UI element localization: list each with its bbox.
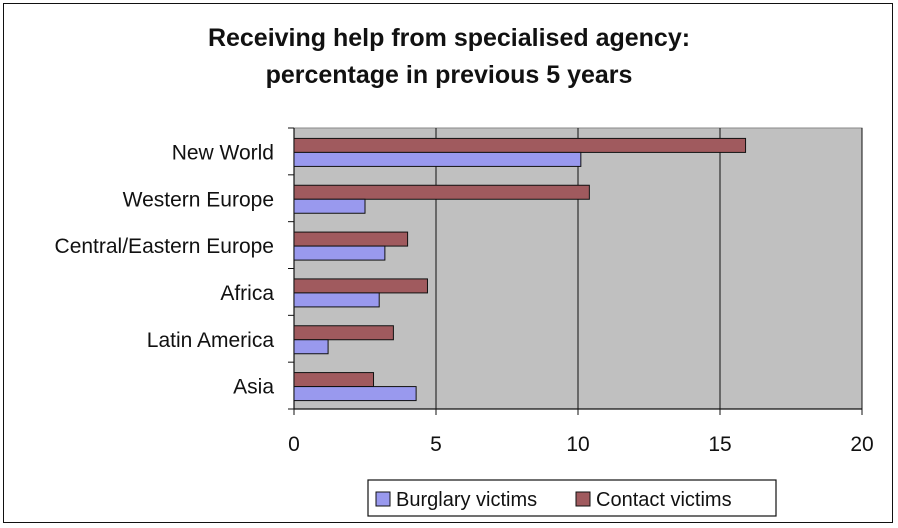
x-tick-label-0: 0 (288, 433, 300, 456)
bar-burglary-victims-latin-america (293, 339, 329, 355)
x-tick-label-10: 10 (566, 433, 589, 456)
bar-burglary-victims-central-eastern-europe (293, 245, 386, 261)
legend-box (367, 479, 777, 517)
bar-burglary-victims-new-world (293, 151, 582, 167)
legend-label: Contact victims (596, 489, 732, 511)
x-tick-label-20: 20 (850, 433, 873, 456)
bar-burglary-victims-western-europe (293, 198, 366, 214)
x-tick-label-5: 5 (430, 433, 442, 456)
x-tick-label-15: 15 (708, 433, 731, 456)
category-label: Asia (233, 376, 274, 399)
chart-title: Receiving help from specialised agency: … (0, 20, 898, 94)
bar-contact-victims-western-europe (293, 184, 590, 200)
category-label: Latin America (147, 329, 275, 352)
bar-burglary-victims-asia (293, 386, 417, 402)
category-label: New World (172, 141, 274, 164)
bar-contact-victims-latin-america (293, 325, 394, 341)
chart-subtitle: percentage in previous 5 years (265, 61, 633, 89)
chart-title-line-1: Receiving help from specialised agency: (207, 24, 691, 52)
bar-contact-victims-africa (293, 278, 428, 294)
bar-contact-victims-central-eastern-europe (293, 231, 409, 247)
bar-burglary-victims-africa (293, 292, 380, 308)
bar-contact-victims-asia (293, 372, 375, 388)
legend-swatch (375, 491, 391, 507)
category-label: Central/Eastern Europe (55, 235, 274, 258)
legend-label: Burglary victims (396, 489, 537, 511)
category-label: Africa (220, 282, 274, 305)
category-label: Western Europe (123, 188, 274, 211)
legend-swatch (575, 491, 591, 507)
bar-contact-victims-new-world (293, 137, 747, 153)
